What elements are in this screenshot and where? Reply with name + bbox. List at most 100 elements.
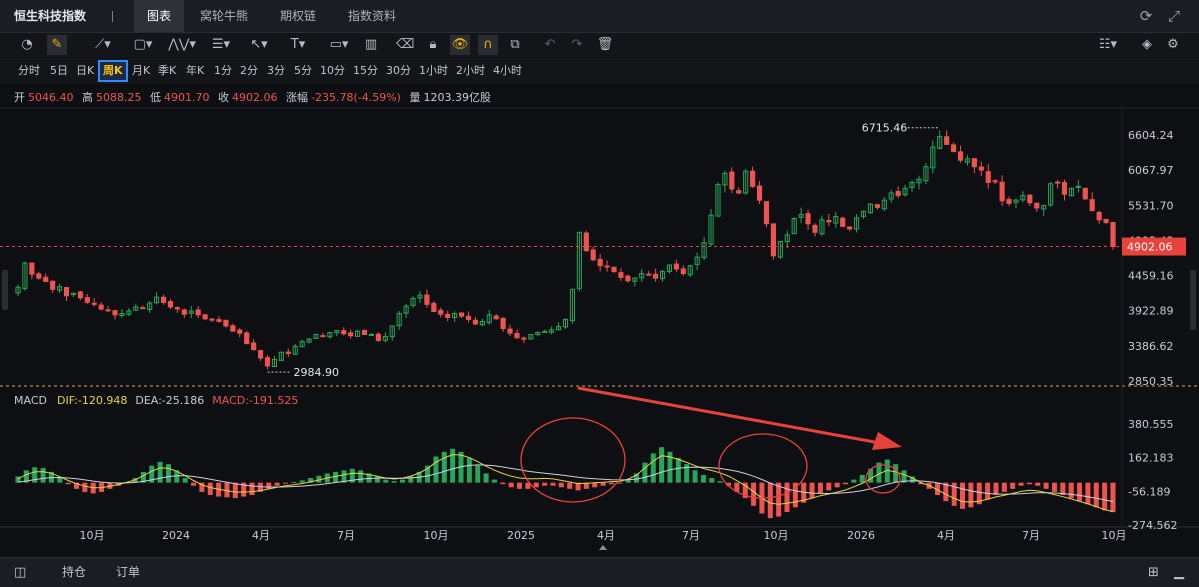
tab-chart[interactable]: 图表 [134, 0, 184, 32]
candle-body [902, 187, 908, 196]
orders-tab[interactable]: 订单 [116, 565, 141, 579]
trash-icon[interactable]: 🗑︎ [596, 37, 614, 52]
candle-body [431, 302, 437, 313]
eye-icon[interactable]: 👁︎ [450, 35, 470, 55]
positions-tab[interactable]: 持仓 [62, 565, 87, 579]
candle-body [923, 166, 929, 182]
macd-hist-bar [274, 482, 280, 486]
macd-value: MACD:-191.525 [212, 394, 299, 407]
candle-body [860, 210, 867, 217]
minimize-icon[interactable]: ▁ [1174, 565, 1184, 580]
candle-body [659, 271, 666, 280]
macd-dea: DEA:-25.186 [135, 394, 205, 407]
line-tool-icon[interactable]: ⟋▾ [95, 37, 111, 52]
redo-icon[interactable]: ↷ [571, 37, 583, 52]
candle-body [292, 345, 298, 355]
macd-hist-bar [349, 468, 355, 483]
macd-hist-bar [792, 482, 798, 508]
candle-body [944, 136, 950, 145]
macd-hist-bar [1093, 482, 1099, 508]
layers-icon[interactable]: ◈ [1142, 37, 1152, 52]
candle-body [583, 232, 589, 252]
candle-body [1006, 198, 1012, 204]
expand-icon[interactable]: ⤢ [1167, 7, 1180, 25]
period-item[interactable]: 15分 [353, 64, 378, 77]
candle-body [389, 325, 395, 338]
candle-body [181, 309, 187, 315]
macd-hist-bar [767, 482, 773, 519]
period-item[interactable]: 2小时 [456, 64, 485, 77]
candle-body [625, 275, 631, 282]
candle-body [264, 357, 271, 367]
bottom-status-bar: ◫ 持仓 订单 ⊞ ▁ [0, 557, 1199, 587]
lock-icon[interactable]: 🔒︎ [429, 37, 437, 52]
gauge-icon[interactable]: ◔ [21, 37, 33, 52]
macd-hist-bar [1010, 482, 1016, 489]
settings-icon[interactable]: ⚙ [1167, 37, 1179, 52]
candle-body [479, 320, 485, 326]
link-icon[interactable]: ⧉ [510, 37, 520, 52]
period-item[interactable]: 年K [186, 64, 205, 77]
period-item[interactable]: 1分 [214, 64, 232, 77]
arrow-tool-icon[interactable]: ↖▾ [250, 37, 268, 52]
period-item[interactable]: 1小时 [419, 64, 448, 77]
candle-body [777, 240, 783, 258]
magnet-icon[interactable]: ∩ [478, 35, 498, 55]
candle-body [729, 171, 735, 190]
time-tick-label: 10月 [764, 529, 789, 542]
wave-tool-icon[interactable]: ⋀⋁▾ [168, 37, 196, 52]
max-price-label: 6715.46 [862, 122, 908, 135]
macd-hist-bar [249, 482, 255, 496]
candle-body [895, 190, 901, 197]
macd-hist-bar [475, 465, 481, 483]
candle-body [223, 319, 229, 327]
panel-toggle-icon[interactable]: ◫ [14, 565, 27, 580]
tab-index-info[interactable]: 指数资料 [348, 9, 397, 23]
candle-body [1096, 211, 1102, 221]
macd-hist-bar [976, 482, 982, 505]
drawing-toolbar: ◔ ✎ ⟋▾ ▢▾ ⋀⋁▾ ☰▾ ↖▾ T▾ ▭▾ ▥ ⌫ 🔒︎ 👁︎ ∩ ⧉ … [0, 33, 1199, 57]
time-tick-label: 2025 [507, 529, 535, 542]
grid-icon[interactable]: ⊞ [1148, 565, 1159, 580]
period-item[interactable]: 30分 [386, 64, 411, 77]
period-item[interactable]: 5分 [294, 64, 312, 77]
candle-body [98, 304, 104, 310]
candle-body [930, 146, 936, 169]
period-item[interactable]: 10分 [320, 64, 345, 77]
candle-body [562, 318, 569, 328]
macd-hist-bar [868, 468, 874, 483]
period-item[interactable]: 日K [76, 64, 95, 77]
price-tick-label: 5531.70 [1128, 199, 1174, 212]
period-item[interactable]: 2分 [240, 64, 258, 77]
candle-body [257, 350, 264, 359]
candle-body [888, 192, 894, 200]
label-tool-icon[interactable]: ▭▾ [329, 37, 349, 52]
layout-icon[interactable]: ☷▾ [1098, 37, 1118, 52]
tab-options-chain[interactable]: 期权链 [280, 9, 317, 23]
period-item-selected[interactable]: 周K [98, 60, 128, 82]
tab-warrants[interactable]: 窝轮牛熊 [200, 9, 249, 23]
eraser-icon[interactable]: ⌫ [396, 37, 415, 52]
period-item[interactable]: 月K [132, 64, 151, 77]
text-tool-icon[interactable]: T▾ [290, 37, 306, 52]
bars-icon[interactable]: ▥ [364, 37, 378, 52]
period-item[interactable]: 分时 [18, 64, 40, 77]
period-item[interactable]: 3分 [267, 64, 285, 77]
time-tick-label: 7月 [337, 529, 355, 542]
pen-icon[interactable]: ✎ [47, 35, 67, 55]
period-item[interactable]: 5日 [50, 64, 68, 77]
candle-body [507, 328, 513, 334]
undo-icon[interactable]: ↶ [544, 37, 556, 52]
rect-tool-icon[interactable]: ▢▾ [133, 37, 153, 52]
period-item[interactable]: 季K [158, 64, 177, 77]
candle-body [167, 300, 174, 308]
candle-body [410, 297, 416, 306]
fib-tool-icon[interactable]: ☰▾ [211, 37, 231, 52]
candle-body [29, 262, 35, 275]
candle-body [355, 330, 361, 337]
refresh-icon[interactable]: ⟳ [1139, 7, 1153, 25]
period-item[interactable]: 4小时 [493, 64, 522, 77]
macd-hist-bar [659, 447, 665, 483]
candle-body [57, 286, 63, 291]
